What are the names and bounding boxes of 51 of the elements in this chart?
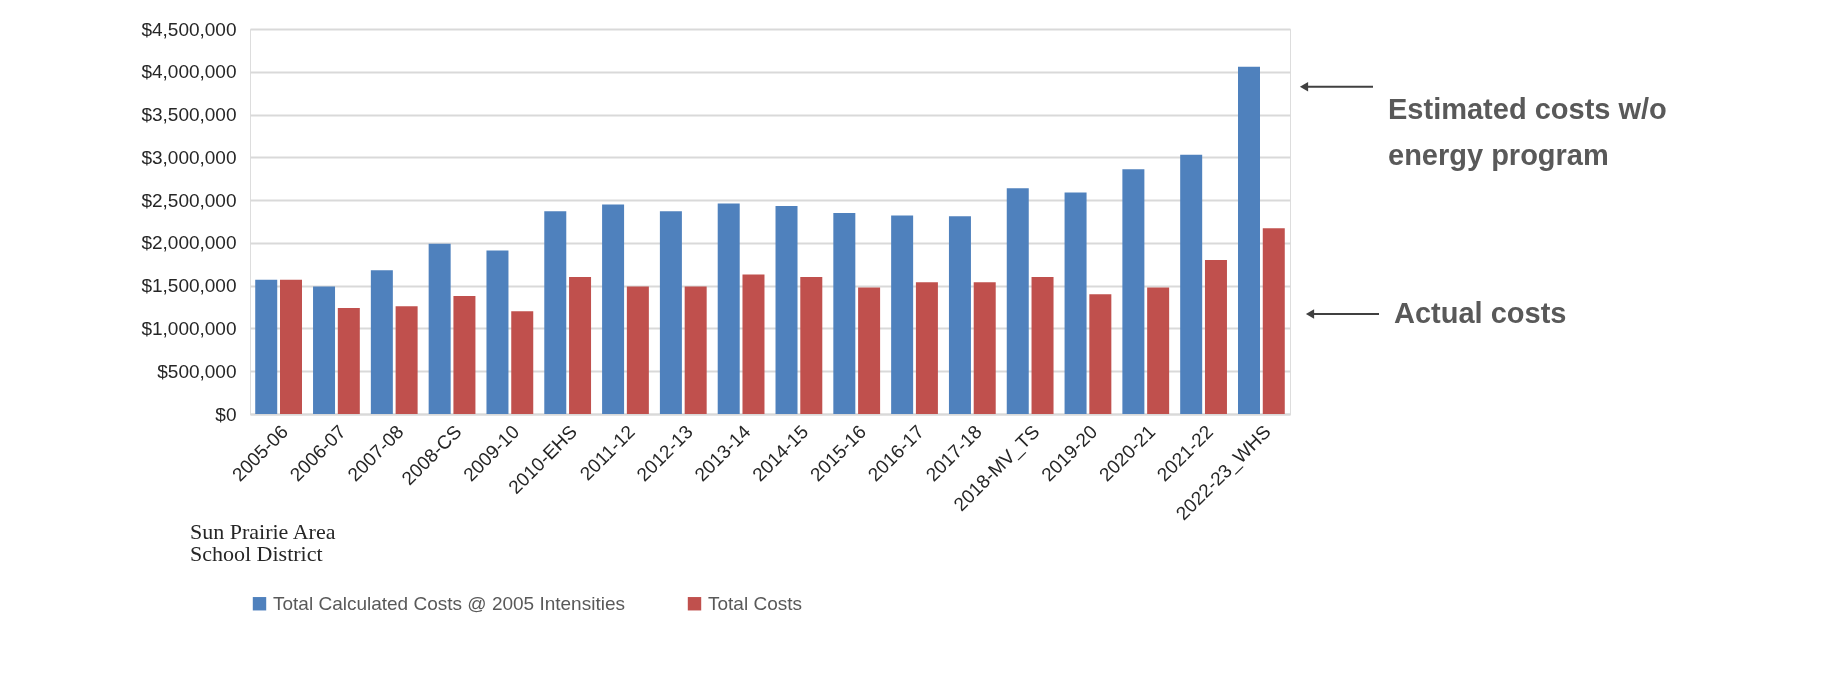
bar [569,277,592,414]
bar [1262,228,1285,414]
bar [1006,188,1029,414]
bar [1089,294,1112,414]
bar [602,204,625,414]
bar [395,306,418,414]
bar [1180,154,1203,414]
bar [1204,260,1227,414]
y-tick-label: $1,500,000 [141,275,237,297]
bar [486,250,509,414]
y-tick-label: $4,500,000 [141,18,237,40]
bar [255,279,278,414]
bar [337,307,360,414]
bar [313,286,336,414]
bar [684,286,707,414]
legend-label: Total Costs [708,592,802,614]
y-tick-label: $4,000,000 [141,61,237,83]
bar [717,203,740,414]
bar [544,211,567,414]
bar [453,295,476,414]
bar [1031,277,1054,414]
bar [659,211,682,414]
y-tick-label: $3,000,000 [141,146,237,168]
y-tick-label: $2,000,000 [141,232,237,254]
bar [1064,192,1087,414]
bar [973,282,996,414]
bar [280,279,302,414]
bar [1147,287,1170,414]
bar [800,277,823,414]
bar [948,216,971,414]
bar [1122,169,1145,414]
bar [428,243,451,414]
bar [775,206,798,414]
bar [626,286,649,414]
bar [891,215,914,414]
bar [742,274,765,414]
bar [511,311,534,414]
y-tick-label: $2,500,000 [141,189,237,211]
y-tick-label: $500,000 [157,360,237,382]
bar [833,212,856,414]
text: Actual costs [1394,296,1567,329]
text: Estimated costs w/o energy program [1388,92,1667,171]
text: Sun Prairie Area School District [190,519,336,566]
y-tick-label: $0 [215,403,237,425]
bar [370,270,393,414]
bar [858,287,881,414]
y-tick-label: $1,000,000 [141,317,237,339]
bar [915,282,938,414]
bar [1238,66,1260,414]
y-tick-label: $3,500,000 [141,104,237,126]
legend-label: Total Calculated Costs @ 2005 Intensities [273,592,625,614]
